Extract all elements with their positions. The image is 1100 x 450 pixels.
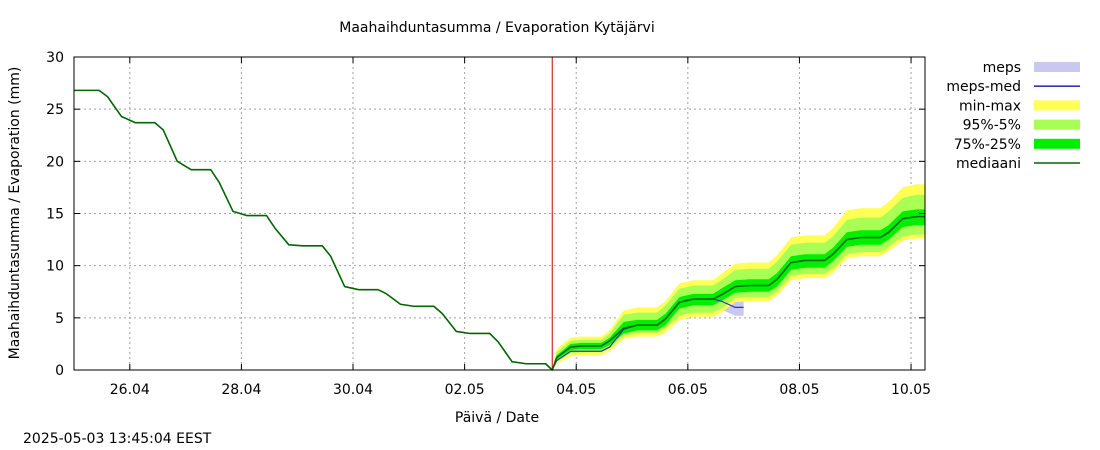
legend-swatch [1034,119,1080,130]
legend-label: meps [983,60,1021,76]
x-tick-label: 04.05 [556,382,596,398]
x-tick-labels: 26.04 28.04 30.04 02.05 04.05 06.05 08.05 10.05 [110,382,931,398]
legend-label: 95%-5% [963,118,1021,134]
x-tick-label: 10.05 [891,382,931,398]
y-tick-label: 30 [46,50,64,66]
ticks [74,56,925,371]
x-tick-label: 08.05 [779,382,819,398]
legend-swatch [1034,100,1080,111]
legend: meps meps-med min-max 95%-5% 75%-25% mediaani [946,60,1080,172]
legend-label: meps-med [946,79,1021,95]
grid [74,57,925,370]
y-tick-label: 15 [46,207,64,223]
legend-label: mediaani [956,156,1021,172]
legend-swatch [1034,138,1080,149]
x-tick-label: 30.04 [333,382,373,398]
y-tick-label: 25 [46,102,64,118]
lines [74,89,925,371]
x-tick-label: 26.04 [110,382,150,398]
x-tick-label: 02.05 [445,382,485,398]
x-tick-label: 06.05 [668,382,708,398]
y-tick-label: 10 [46,259,64,275]
legend-swatch [1034,62,1080,72]
x-tick-label: 28.04 [221,382,261,398]
y-tick-labels: 0 5 10 15 20 25 30 [46,50,64,379]
series-mediaani [74,89,925,371]
bands [552,184,925,370]
y-tick-label: 20 [46,154,64,170]
y-tick-label: 0 [55,363,64,379]
x-axis-label: Päivä / Date [455,410,539,426]
y-axis-label: Maahaihduntasumma / Evaporation (mm) [7,67,23,360]
timestamp: 2025-05-03 13:45:04 EEST [23,431,212,447]
legend-label: 75%-25% [954,137,1021,153]
legend-label: min-max [959,98,1021,114]
band-75-25- [552,209,925,370]
chart-title: Maahaihduntasumma / Evaporation Kytäjärv… [339,20,654,36]
y-tick-label: 5 [55,311,64,327]
